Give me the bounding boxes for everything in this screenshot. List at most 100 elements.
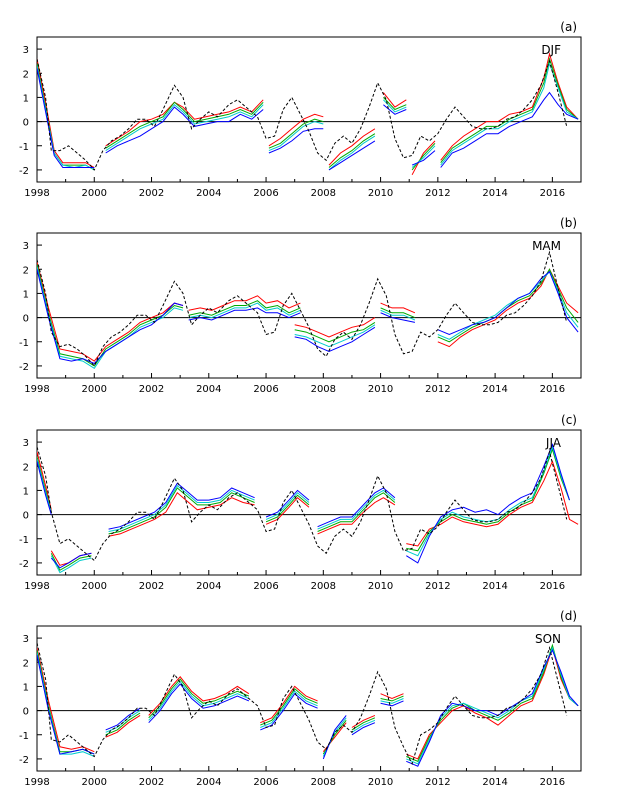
reference-line bbox=[37, 446, 568, 562]
season-label: DJF bbox=[541, 43, 561, 57]
y-tick-label: 0 bbox=[23, 314, 29, 325]
series-line-0-segment-3 bbox=[328, 128, 376, 166]
series-line-1-segment-4 bbox=[317, 492, 396, 532]
series-line-0-segment-7 bbox=[406, 646, 579, 760]
series-line-3-segment-6 bbox=[440, 91, 579, 168]
chart-panel-2: 3 2 1 0 -1 -2 1998 2000 2002 2004 2006 2008 2010 2012… bbox=[19, 413, 582, 592]
series-line-1-segment-1 bbox=[188, 300, 301, 316]
series-line-1-segment-3 bbox=[260, 688, 318, 726]
x-tick-label: 2010 bbox=[368, 188, 393, 199]
series-line-0-segment-2 bbox=[294, 317, 376, 338]
series-line-3-segment-0 bbox=[37, 269, 184, 365]
series-line-3-segment-3 bbox=[260, 692, 318, 731]
series-line-2-segment-0 bbox=[37, 65, 95, 171]
x-tick-label: 2006 bbox=[253, 777, 278, 788]
series-line-2-segment-3 bbox=[328, 135, 376, 171]
y-tick-label: -1 bbox=[19, 142, 29, 153]
y-tick-label: -2 bbox=[19, 559, 29, 570]
series-line-3-segment-3 bbox=[265, 489, 310, 518]
series-line-1-segment-0 bbox=[37, 63, 95, 171]
series-line-1-segment-6 bbox=[380, 695, 404, 702]
series-line-1-segment-3 bbox=[265, 494, 310, 523]
x-tick-label: 2016 bbox=[540, 777, 565, 788]
y-tick-label: -1 bbox=[19, 731, 29, 742]
series-line-1-segment-2 bbox=[268, 118, 324, 149]
y-tick-label: 0 bbox=[23, 511, 29, 522]
series-line-2-segment-6 bbox=[380, 698, 404, 704]
series-line-3-segment-1 bbox=[105, 707, 141, 731]
series-line-2-segment-1 bbox=[105, 710, 141, 733]
chart-panel-0: 3 2 1 0 -1 -2 1998 2000 2002 2004 2006 2008 2010 2012… bbox=[19, 20, 582, 199]
series-line-0-segment-5 bbox=[351, 714, 376, 728]
series-line-2-segment-5 bbox=[351, 719, 376, 733]
x-tick-label: 2012 bbox=[425, 777, 450, 788]
x-tick-label: 2012 bbox=[425, 581, 450, 592]
season-label: SON bbox=[535, 632, 561, 646]
y-tick-label: 3 bbox=[23, 241, 29, 252]
x-tick-label: 2012 bbox=[425, 188, 450, 199]
series-line-2-segment-3 bbox=[380, 309, 416, 321]
series-line-0-segment-3 bbox=[265, 497, 310, 525]
plot-area bbox=[37, 642, 579, 767]
series-line-1-segment-3 bbox=[328, 133, 376, 168]
series-line-1-segment-5 bbox=[411, 142, 436, 171]
series-line-3-segment-7 bbox=[406, 648, 579, 767]
x-tick-label: 2000 bbox=[82, 384, 107, 395]
y-tick-label: -2 bbox=[19, 166, 29, 177]
x-tick-label: 2006 bbox=[253, 384, 278, 395]
x-tick-label: 2014 bbox=[482, 384, 507, 395]
x-tick-label: 2008 bbox=[311, 384, 336, 395]
series-line-3-segment-0 bbox=[37, 654, 95, 755]
series-line-0-segment-4 bbox=[437, 268, 579, 348]
panel-tag: (d) bbox=[560, 609, 577, 623]
series-line-0-segment-4 bbox=[317, 497, 396, 535]
series-line-1-segment-1 bbox=[105, 101, 264, 149]
x-tick-label: 2006 bbox=[253, 581, 278, 592]
x-tick-label: 2014 bbox=[482, 581, 507, 592]
series-line-3-segment-2 bbox=[108, 482, 255, 530]
x-tick-label: 2000 bbox=[82, 581, 107, 592]
series-line-0-segment-2 bbox=[268, 113, 324, 147]
series-line-3-segment-5 bbox=[406, 442, 570, 564]
y-tick-label: 3 bbox=[23, 45, 29, 56]
x-tick-label: 2010 bbox=[368, 384, 393, 395]
series-line-0-segment-3 bbox=[260, 685, 318, 724]
series-line-3-segment-5 bbox=[411, 150, 436, 166]
series-line-2-segment-0 bbox=[37, 458, 52, 513]
y-tick-label: 2 bbox=[23, 69, 29, 80]
series-line-1-segment-7 bbox=[406, 643, 579, 762]
plot-frame bbox=[36, 232, 582, 379]
series-line-1-segment-5 bbox=[351, 717, 376, 731]
series-line-1-segment-6 bbox=[440, 56, 579, 164]
y-tick-label: 0 bbox=[23, 118, 29, 129]
series-line-0-segment-6 bbox=[380, 693, 404, 700]
x-tick-label: 2008 bbox=[311, 777, 336, 788]
series-line-1-segment-0 bbox=[37, 264, 184, 367]
y-tick-label: 3 bbox=[23, 438, 29, 449]
x-tick-label: 1998 bbox=[24, 188, 49, 199]
series-line-0-segment-5 bbox=[411, 140, 436, 176]
season-label: MAM bbox=[532, 239, 561, 253]
chart-panel-1: 3 2 1 0 -1 -2 1998 2000 2002 2004 2006 2008 2010 2012… bbox=[19, 216, 582, 395]
series-line-1-segment-3 bbox=[380, 307, 416, 319]
series-line-1-segment-2 bbox=[148, 678, 250, 719]
x-tick-label: 2002 bbox=[139, 384, 164, 395]
plot-frame bbox=[36, 625, 582, 772]
series-line-2-segment-1 bbox=[105, 103, 264, 152]
y-tick-label: -1 bbox=[19, 535, 29, 546]
series-line-3-segment-4 bbox=[437, 270, 579, 336]
x-tick-label: 2016 bbox=[540, 188, 565, 199]
x-tick-label: 2016 bbox=[540, 384, 565, 395]
plot-area bbox=[37, 250, 579, 369]
series-line-1-segment-2 bbox=[294, 321, 376, 343]
y-tick-label: 0 bbox=[23, 707, 29, 718]
reference-line bbox=[37, 250, 568, 367]
series-line-3-segment-2 bbox=[294, 326, 376, 352]
y-tick-label: 1 bbox=[23, 93, 29, 104]
series-line-3-segment-3 bbox=[328, 140, 376, 171]
x-tick-label: 2014 bbox=[482, 188, 507, 199]
series-line-0-segment-2 bbox=[108, 492, 255, 537]
series-line-3-segment-3 bbox=[380, 312, 416, 323]
y-tick-label: 2 bbox=[23, 462, 29, 473]
series-line-2-segment-1 bbox=[50, 555, 92, 574]
